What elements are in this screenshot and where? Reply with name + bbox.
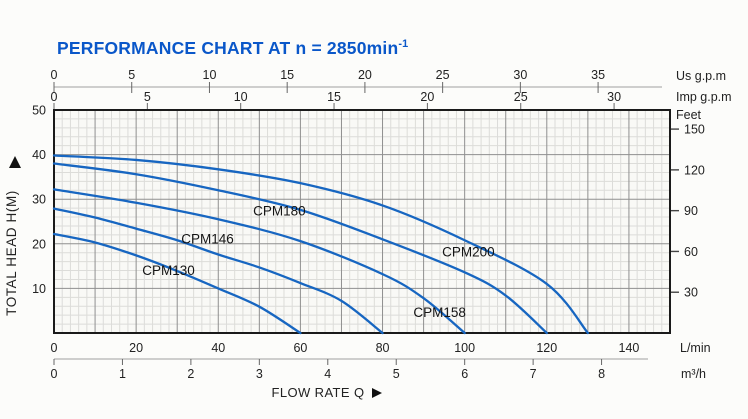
svg-text:150: 150 [684, 123, 705, 137]
svg-text:20: 20 [420, 90, 434, 104]
curve-CPM180 [52, 162, 548, 335]
curve-group-CPM200: CPM200 [52, 154, 590, 335]
svg-text:m³/h: m³/h [681, 367, 706, 381]
axis-bottom-m3h: 0 1 2 3 4 5 6 7 8 m³/h [51, 358, 706, 381]
svg-text:25: 25 [436, 68, 450, 82]
curve-CPM146 [52, 207, 384, 335]
curve-group-CPM180: CPM180 [52, 162, 548, 335]
svg-text:0: 0 [51, 341, 58, 355]
svg-text:1: 1 [119, 367, 126, 381]
svg-text:30: 30 [32, 193, 46, 207]
svg-text:L/min: L/min [680, 341, 711, 355]
svg-text:Feet: Feet [676, 108, 702, 122]
curve-CPM200 [52, 154, 590, 335]
svg-text:4: 4 [324, 367, 331, 381]
curve-group-CPM130: CPM130 [52, 232, 302, 335]
svg-text:0: 0 [51, 90, 58, 104]
svg-text:35: 35 [591, 68, 605, 82]
curve-label-CPM180: CPM180 [253, 203, 306, 218]
svg-text:Us g.p.m: Us g.p.m [676, 69, 726, 83]
curve-group-CPM158: CPM158 [52, 188, 466, 335]
y-axis-label: TOTAL HEAD H(M) [4, 156, 21, 316]
svg-text:120: 120 [536, 341, 557, 355]
svg-text:TOTAL HEAD H(M): TOTAL HEAD H(M) [4, 190, 19, 316]
svg-text:0: 0 [51, 68, 58, 82]
axis-right-feet: 30 60 90 120 150 [671, 123, 705, 300]
svg-text:25: 25 [514, 90, 528, 104]
svg-text:15: 15 [327, 90, 341, 104]
axis-top-us-gpm: 0 5 10 15 20 25 30 35 Us g.p.m [51, 68, 726, 93]
chart-title-text: PERFORMANCE CHART AT n = 2850min [57, 38, 399, 58]
svg-text:3: 3 [256, 367, 263, 381]
svg-text:60: 60 [684, 245, 698, 259]
svg-text:0: 0 [51, 367, 58, 381]
svg-text:FLOW RATE Q: FLOW RATE Q [272, 385, 365, 400]
curve-label-CPM146: CPM146 [181, 231, 234, 246]
chart-title-exponent: -1 [398, 38, 409, 51]
svg-text:5: 5 [128, 68, 135, 82]
right-arrow-icon [372, 388, 382, 398]
svg-text:60: 60 [293, 341, 307, 355]
svg-text:50: 50 [32, 104, 46, 118]
svg-text:80: 80 [376, 341, 390, 355]
svg-text:10: 10 [234, 90, 248, 104]
axis-bottom-lmin: 0 20 40 60 80 100 120 140 L/min [51, 341, 711, 355]
svg-text:Imp g.p.m: Imp g.p.m [676, 90, 732, 104]
curve-label-CPM158: CPM158 [413, 305, 466, 320]
curve-CPM158 [52, 188, 466, 335]
svg-text:30: 30 [607, 90, 621, 104]
svg-text:6: 6 [461, 367, 468, 381]
svg-text:20: 20 [32, 237, 46, 251]
x-axis-label: FLOW RATE Q [272, 385, 382, 400]
svg-text:15: 15 [280, 68, 294, 82]
svg-text:90: 90 [684, 204, 698, 218]
svg-text:5: 5 [393, 367, 400, 381]
svg-text:140: 140 [619, 341, 640, 355]
svg-text:20: 20 [358, 68, 372, 82]
svg-text:40: 40 [211, 341, 225, 355]
svg-text:2: 2 [187, 367, 194, 381]
svg-text:7: 7 [530, 367, 537, 381]
svg-text:40: 40 [32, 148, 46, 162]
svg-text:30: 30 [684, 286, 698, 300]
curve-label-CPM200: CPM200 [442, 244, 495, 259]
plot-area [54, 110, 670, 333]
axis-top-imp-gpm: 0 5 10 15 20 25 30 Imp g.p.m Feet [51, 90, 732, 122]
svg-text:100: 100 [454, 341, 475, 355]
svg-text:8: 8 [598, 367, 605, 381]
plot-border [53, 109, 671, 334]
up-arrow-icon [9, 156, 21, 168]
chart-title: PERFORMANCE CHART AT n = 2850min-1 [57, 38, 408, 59]
axis-left-head-m: 10 20 30 40 50 [32, 104, 46, 296]
curve-label-CPM130: CPM130 [142, 263, 195, 278]
svg-text:10: 10 [203, 68, 217, 82]
curve-group-CPM146: CPM146 [52, 207, 384, 335]
svg-text:10: 10 [32, 282, 46, 296]
curve-CPM130 [52, 232, 302, 335]
svg-text:30: 30 [513, 68, 527, 82]
svg-text:120: 120 [684, 163, 705, 177]
svg-text:5: 5 [144, 90, 151, 104]
svg-text:20: 20 [129, 341, 143, 355]
